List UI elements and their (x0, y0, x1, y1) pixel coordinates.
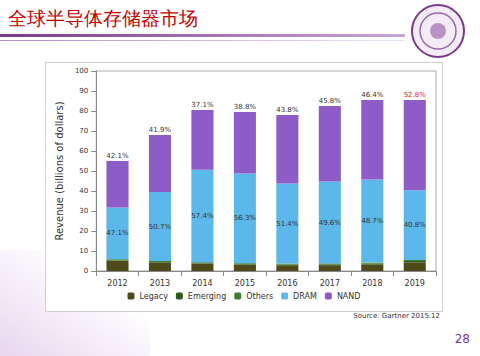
svg-text:2016: 2016 (277, 279, 297, 288)
svg-text:20: 20 (79, 227, 88, 235)
svg-text:NAND: NAND (337, 292, 361, 301)
svg-text:43.8%: 43.8% (276, 106, 299, 114)
svg-text:Emerging: Emerging (188, 292, 226, 301)
svg-text:56.3%: 56.3% (234, 214, 257, 222)
svg-text:Others: Others (246, 292, 273, 301)
svg-text:90: 90 (79, 87, 88, 95)
svg-text:DRAM: DRAM (293, 292, 317, 301)
svg-text:47.1%: 47.1% (106, 229, 129, 237)
svg-text:2015: 2015 (235, 279, 255, 288)
svg-text:50.7%: 50.7% (149, 223, 172, 231)
svg-text:10: 10 (79, 247, 88, 255)
svg-text:46.4%: 46.4% (361, 91, 384, 99)
svg-text:80: 80 (79, 107, 88, 115)
svg-text:2017: 2017 (320, 279, 340, 288)
svg-text:41.9%: 41.9% (149, 126, 172, 134)
svg-text:Revenue (billions of dollars): Revenue (billions of dollars) (54, 101, 65, 240)
svg-text:100: 100 (75, 67, 88, 75)
svg-text:37.1%: 37.1% (191, 101, 214, 109)
svg-text:49.6%: 49.6% (319, 219, 342, 227)
svg-text:70: 70 (79, 127, 88, 135)
svg-text:60: 60 (79, 147, 88, 155)
svg-text:0: 0 (84, 267, 88, 275)
svg-text:2019: 2019 (405, 279, 425, 288)
svg-text:45.8%: 45.8% (319, 97, 342, 105)
svg-text:51.4%: 51.4% (276, 220, 299, 228)
svg-text:2013: 2013 (150, 279, 170, 288)
html-text:全球半导体存储器市场: 全球半导体存储器市场 (8, 7, 198, 29)
svg-text:57.4%: 57.4% (191, 212, 214, 220)
svg-text:30: 30 (79, 207, 88, 215)
svg-text:40: 40 (79, 187, 88, 195)
svg-text:48.7%: 48.7% (361, 217, 384, 225)
html-text:28: 28 (454, 332, 470, 346)
svg-text:50: 50 (79, 167, 88, 175)
svg-text:40.8%: 40.8% (404, 221, 427, 229)
svg-text:2014: 2014 (192, 279, 212, 288)
html-text:Source: Gartner 2015.12: Source: Gartner 2015.12 (353, 312, 440, 320)
svg-text:2012: 2012 (107, 279, 127, 288)
svg-text:42.1%: 42.1% (106, 152, 129, 160)
svg-text:2018: 2018 (362, 279, 382, 288)
svg-text:Legacy: Legacy (140, 292, 169, 301)
svg-text:38.8%: 38.8% (234, 103, 257, 111)
svg-text:52.8%: 52.8% (404, 91, 427, 99)
